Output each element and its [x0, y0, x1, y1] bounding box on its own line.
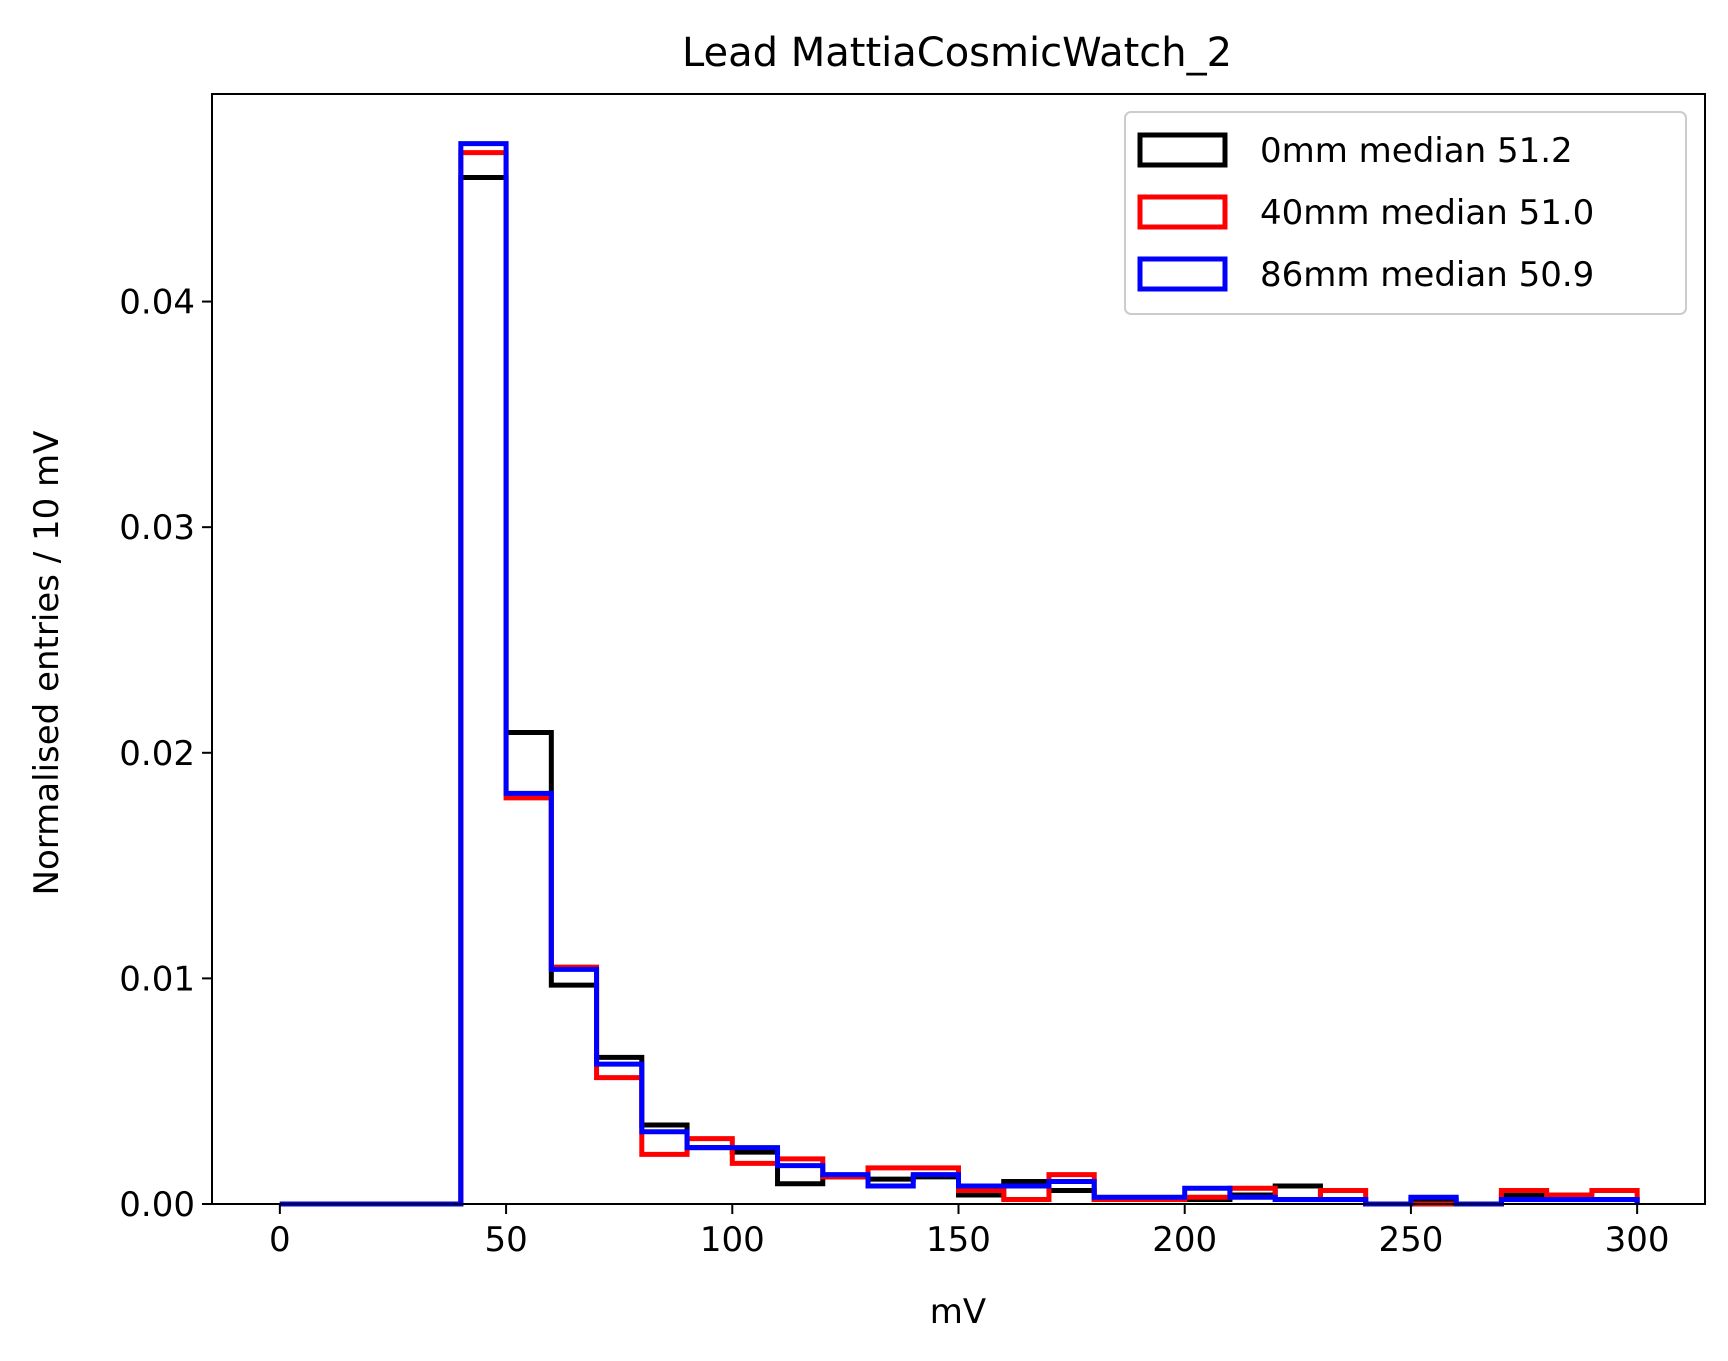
series-2-step-line [279, 141, 1640, 1207]
y-axis-label: Normalised entries / 10 mV [27, 431, 67, 896]
y-tick-label: 0.00 [119, 1185, 195, 1225]
chart-title: Lead MattiaCosmicWatch_2 [682, 30, 1232, 76]
legend-label: 86mm median 50.9 [1260, 255, 1594, 295]
y-tick-label: 0.04 [119, 283, 195, 323]
legend-swatch [1137, 132, 1228, 168]
x-tick-label: 250 [1378, 1220, 1443, 1260]
x-axis-label: mV [930, 1292, 986, 1332]
x-tick-label: 0 [269, 1220, 291, 1260]
y-tick-label: 0.03 [119, 508, 195, 548]
x-tick-label: 50 [484, 1220, 527, 1260]
x-tick-label: 150 [926, 1220, 991, 1260]
x-axis: 0 50 100 150 200 250 300 [269, 1204, 1670, 1260]
legend-label: 0mm median 51.2 [1260, 131, 1573, 171]
legend-swatch [1137, 194, 1228, 230]
legend: 0mm median 51.2 40mm median 51.0 86mm medi… [1124, 111, 1687, 315]
y-tick-label: 0.01 [119, 959, 195, 999]
x-tick-label: 300 [1605, 1220, 1670, 1260]
x-tick-label: 200 [1152, 1220, 1217, 1260]
x-tick-label: 100 [700, 1220, 765, 1260]
legend-label: 40mm median 51.0 [1260, 193, 1594, 233]
legend-swatch [1137, 256, 1228, 292]
legend-frame [1124, 111, 1687, 315]
y-axis: 0.00 0.01 0.02 0.03 0.04 [119, 283, 212, 1225]
y-tick-label: 0.02 [119, 734, 195, 774]
